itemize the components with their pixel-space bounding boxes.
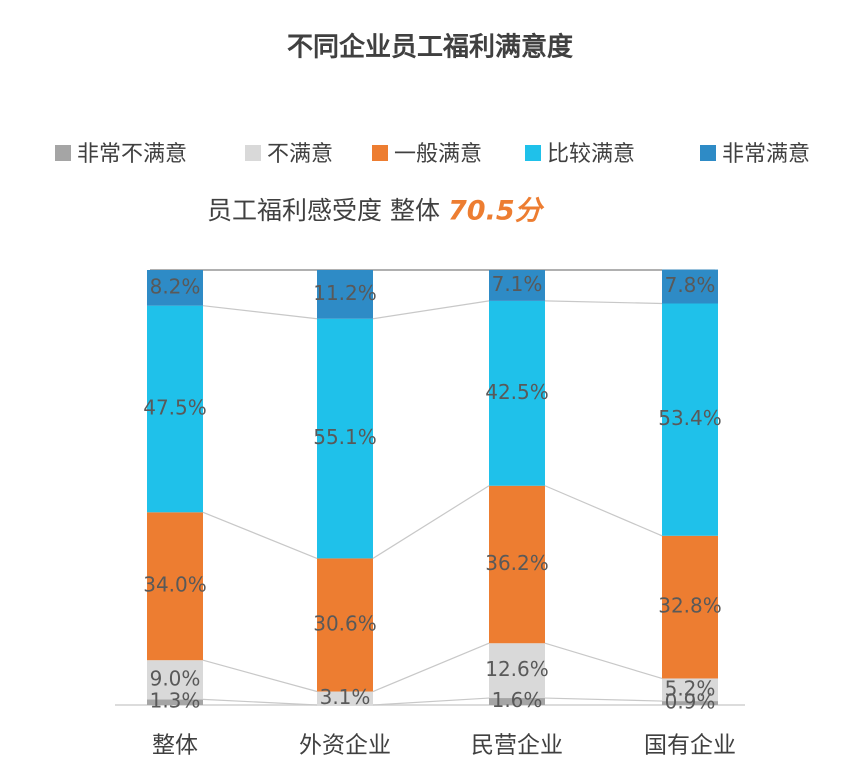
bar-segment (662, 678, 718, 702)
bar-segment (489, 485, 545, 644)
connector-line (544, 300, 663, 305)
bar-segment (317, 558, 373, 692)
connector-line (202, 698, 318, 706)
bar-segment (317, 691, 373, 705)
connector-line (544, 485, 663, 537)
legend-swatch (55, 145, 71, 161)
bar-segment (147, 660, 203, 700)
bar-segment (147, 305, 203, 513)
x-tick-label: 外资企业 (299, 733, 391, 759)
bar-segment (662, 269, 718, 304)
data-label: 1.6% (492, 688, 543, 712)
legend-label: 一般满意 (394, 142, 482, 167)
legend-label: 非常满意 (722, 142, 810, 167)
x-tick-label: 国有企业 (644, 733, 736, 759)
connector-line (372, 642, 490, 693)
bar-segment (317, 270, 373, 319)
data-label: 0.9% (665, 690, 716, 714)
legend-label: 比较满意 (547, 142, 635, 167)
bar-segment (662, 701, 718, 705)
connector-line (202, 659, 318, 693)
data-label: 8.2% (150, 274, 201, 298)
data-label: 30.6% (313, 611, 377, 635)
connector-line (202, 305, 318, 320)
legend-label: 不满意 (267, 142, 333, 167)
data-label: 47.5% (143, 395, 207, 419)
x-tick-label: 整体 (152, 733, 198, 759)
connector-line (372, 300, 490, 320)
data-label: 42.5% (485, 380, 549, 404)
connector-line (202, 511, 318, 559)
bar-segment (489, 300, 545, 486)
x-tick-label: 民营企业 (471, 733, 563, 759)
data-label: 36.2% (485, 551, 549, 575)
data-label: 53.4% (658, 406, 722, 430)
data-label: 7.8% (665, 273, 716, 297)
connector-line (372, 697, 490, 706)
legend-swatch (245, 145, 261, 161)
bar-segment (662, 535, 718, 679)
data-label: 34.0% (143, 573, 207, 597)
bar-segment (662, 303, 718, 536)
data-label: 5.2% (665, 676, 716, 700)
bar-segment (489, 270, 545, 301)
chart-subtitle: 员工福利感受度 整体 (207, 196, 440, 225)
bar-segment (489, 698, 545, 705)
data-label: 7.1% (492, 272, 543, 296)
data-label: 12.6% (485, 657, 549, 681)
data-label: 1.3% (150, 689, 201, 713)
bar-segment (147, 699, 203, 705)
chart-title: 不同企业员工福利满意度 (287, 32, 573, 63)
bar-segment (489, 643, 545, 699)
bar-segment (147, 512, 203, 661)
legend-swatch (372, 145, 388, 161)
data-label: 32.8% (658, 594, 722, 618)
connector-line (544, 642, 663, 680)
connector-line (544, 697, 663, 702)
legend-swatch (525, 145, 541, 161)
connector-line (372, 485, 490, 559)
data-label: 11.2% (313, 281, 377, 305)
data-label: 9.0% (150, 666, 201, 690)
legend-label: 非常不满意 (77, 142, 187, 167)
bar-segment (317, 318, 373, 559)
bar-segment (147, 270, 203, 306)
data-label: 55.1% (313, 425, 377, 449)
score-annotation: 70.5分 (448, 196, 545, 227)
data-label: 3.1% (320, 685, 371, 709)
legend-swatch (700, 145, 716, 161)
